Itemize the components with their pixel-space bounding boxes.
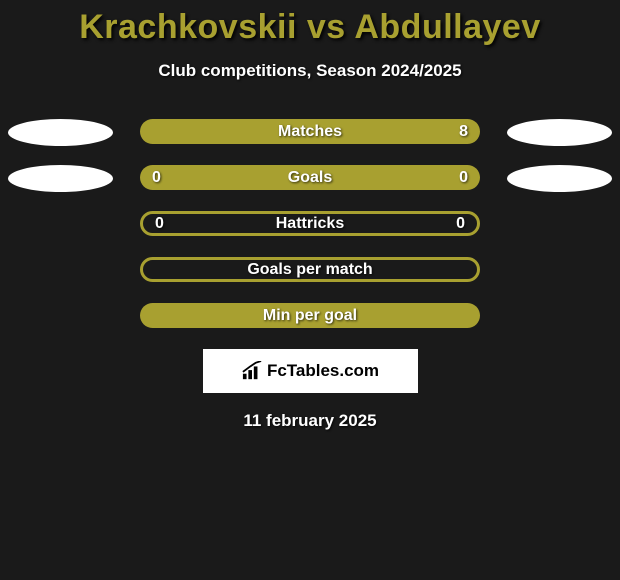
- stat-label: Matches: [140, 123, 480, 141]
- stat-label: Hattricks: [143, 215, 477, 233]
- logo-box[interactable]: FcTables.com: [203, 349, 418, 393]
- stat-label: Goals: [140, 169, 480, 187]
- stat-row: Goals per match: [0, 257, 620, 283]
- stat-row: Min per goal: [0, 303, 620, 329]
- logo-text: FcTables.com: [267, 361, 379, 381]
- stat-value-left: 0: [152, 169, 161, 187]
- stat-label: Min per goal: [140, 307, 480, 325]
- page-title: Krachkovskii vs Abdullayev: [0, 8, 620, 47]
- stat-row: 0 Hattricks 0: [0, 211, 620, 237]
- subtitle: Club competitions, Season 2024/2025: [0, 61, 620, 81]
- right-ellipse: [507, 119, 612, 146]
- left-ellipse: [8, 165, 113, 192]
- stat-row: Matches 8: [0, 119, 620, 145]
- left-ellipse: [8, 119, 113, 146]
- stat-bar-min-per-goal: Min per goal: [140, 303, 480, 328]
- date-label: 11 february 2025: [0, 411, 620, 431]
- chart-icon: [241, 361, 263, 381]
- right-ellipse: [507, 165, 612, 192]
- stat-value-right: 0: [459, 169, 468, 187]
- stat-label: Goals per match: [143, 261, 477, 279]
- stat-bar-goals: 0 Goals 0: [140, 165, 480, 190]
- stat-value-left: 0: [155, 215, 164, 233]
- stat-value-right: 0: [456, 215, 465, 233]
- stat-bars: Matches 8 0 Goals 0 0 Hattricks 0 Goals: [0, 119, 620, 329]
- stat-value-right: 8: [459, 123, 468, 141]
- stat-bar-hattricks: 0 Hattricks 0: [140, 211, 480, 236]
- stat-bar-matches: Matches 8: [140, 119, 480, 144]
- stat-bar-goals-per-match: Goals per match: [140, 257, 480, 282]
- widget-container: Krachkovskii vs Abdullayev Club competit…: [0, 0, 620, 431]
- stat-row: 0 Goals 0: [0, 165, 620, 191]
